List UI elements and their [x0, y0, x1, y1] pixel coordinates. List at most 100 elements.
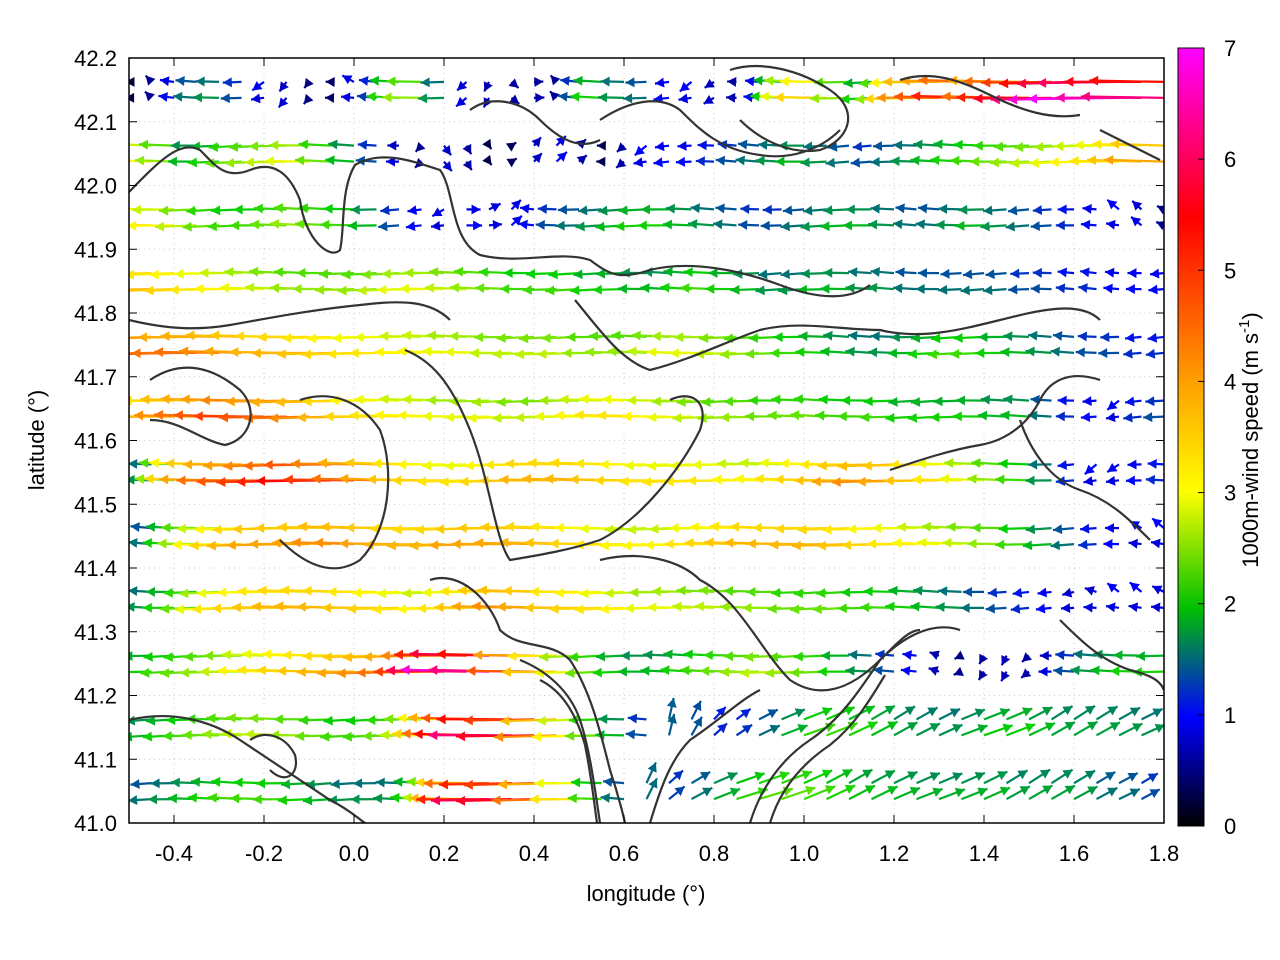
wind-arrow	[913, 139, 940, 150]
wind-arrow	[916, 722, 941, 737]
wind-arrow	[1073, 785, 1098, 801]
wind-arrow	[466, 204, 481, 215]
wind-arrow	[917, 458, 962, 469]
wind-arrow	[1025, 346, 1052, 357]
wind-arrow	[1130, 215, 1143, 227]
wind-arrow	[1125, 475, 1142, 486]
wind-arrow	[940, 268, 962, 279]
wind-arrow	[647, 602, 692, 613]
wind-arrow	[1062, 587, 1075, 598]
wind-arrow	[1050, 784, 1076, 801]
x-tick-label: 1.8	[1149, 841, 1180, 866]
wind-arrow	[863, 396, 895, 407]
colorbar-tick-label: 6	[1224, 147, 1236, 172]
wind-arrow	[328, 139, 355, 150]
wind-arrow	[278, 81, 289, 93]
wind-arrow	[1005, 221, 1030, 232]
wind-arrow	[598, 714, 625, 725]
wind-arrow	[1073, 649, 1097, 660]
y-tick-label: 41.8	[74, 301, 117, 326]
wind-arrow	[555, 151, 568, 163]
wind-arrow	[961, 708, 986, 721]
wind-arrow	[1095, 721, 1121, 737]
wind-arrow	[781, 723, 808, 737]
wind-arrow	[1028, 706, 1053, 721]
wind-arrow	[488, 220, 503, 230]
wind-arrow	[666, 697, 677, 720]
wind-arrow	[1000, 347, 1030, 358]
wind-arrow	[938, 204, 962, 214]
contour-line	[519, 658, 602, 823]
wind-arrow	[983, 205, 1007, 216]
colorbar-tick-label: 4	[1224, 369, 1236, 394]
wind-arrow	[820, 283, 850, 294]
wind-arrow	[1135, 651, 1164, 662]
wind-arrow	[414, 141, 426, 153]
wind-arrow	[1055, 411, 1075, 422]
wind-arrow	[570, 91, 602, 102]
wind-arrow	[1077, 331, 1097, 342]
wind-arrow	[380, 205, 400, 216]
wind-arrow	[760, 220, 782, 231]
wind-arrow	[625, 77, 647, 88]
wind-arrow	[353, 778, 377, 789]
wind-arrow	[895, 203, 917, 214]
wind-arrow	[735, 723, 753, 737]
wind-arrow	[378, 221, 400, 232]
wind-arrow	[173, 91, 197, 102]
contour-line	[899, 74, 1081, 118]
wind-arrow	[995, 539, 1030, 550]
wind-arrow	[842, 220, 872, 231]
wind-arrow	[803, 707, 833, 721]
colorbar	[1177, 47, 1205, 827]
wind-arrow	[1103, 283, 1120, 294]
wind-arrow	[1084, 586, 1097, 596]
wind-arrow	[616, 142, 627, 153]
wind-arrow	[555, 220, 580, 231]
wind-arrow	[893, 770, 918, 785]
wind-arrow	[667, 713, 677, 736]
contour-line	[1059, 619, 1164, 691]
wind-arrow	[1147, 332, 1164, 343]
wind-arrow	[1155, 220, 1164, 231]
wind-arrow	[507, 651, 557, 662]
x-tick-label: 1.4	[969, 841, 1000, 866]
wind-arrow	[170, 140, 197, 151]
wind-arrow	[848, 784, 876, 801]
wind-arrow	[578, 205, 602, 216]
wind-arrow	[129, 799, 130, 801]
wind-arrow	[1050, 705, 1074, 721]
colorbar-label-end: )	[1238, 312, 1263, 319]
wind-arrow	[938, 284, 962, 295]
wind-arrow	[983, 770, 1008, 785]
wind-arrow	[1055, 283, 1075, 294]
wind-arrow	[1050, 768, 1074, 785]
colorbar-tick-label: 7	[1224, 36, 1236, 61]
wind-arrow	[129, 76, 135, 87]
wind-arrow	[653, 157, 670, 168]
wind-arrow	[1032, 205, 1052, 216]
wind-arrow	[690, 786, 713, 801]
wind-arrow	[386, 76, 422, 87]
wind-arrow	[758, 724, 781, 737]
wind-arrow	[1100, 332, 1120, 343]
wind-arrow	[320, 219, 355, 230]
x-tick-label: 0.2	[429, 841, 460, 866]
wind-arrow	[690, 700, 702, 720]
wind-vectors	[129, 74, 1164, 806]
wind-arrow	[960, 602, 985, 613]
wind-arrow	[617, 666, 647, 677]
wind-arrow	[625, 729, 647, 740]
wind-arrow	[1105, 412, 1120, 423]
wind-arrow	[1006, 707, 1033, 721]
wind-arrow	[938, 772, 963, 785]
colorbar-ticks: 0 1 2 3 4 5 6 7	[1198, 36, 1236, 839]
colorbar-tick-label: 0	[1224, 814, 1236, 839]
wind-arrow	[890, 156, 917, 167]
wind-arrow	[1010, 268, 1030, 279]
wind-arrow	[755, 285, 782, 296]
wind-arrow	[1057, 204, 1075, 215]
wind-arrow	[466, 220, 483, 231]
wind-arrow	[703, 94, 715, 105]
colorbar-label: 1000m-wind speed (m s-1)	[1236, 312, 1263, 567]
